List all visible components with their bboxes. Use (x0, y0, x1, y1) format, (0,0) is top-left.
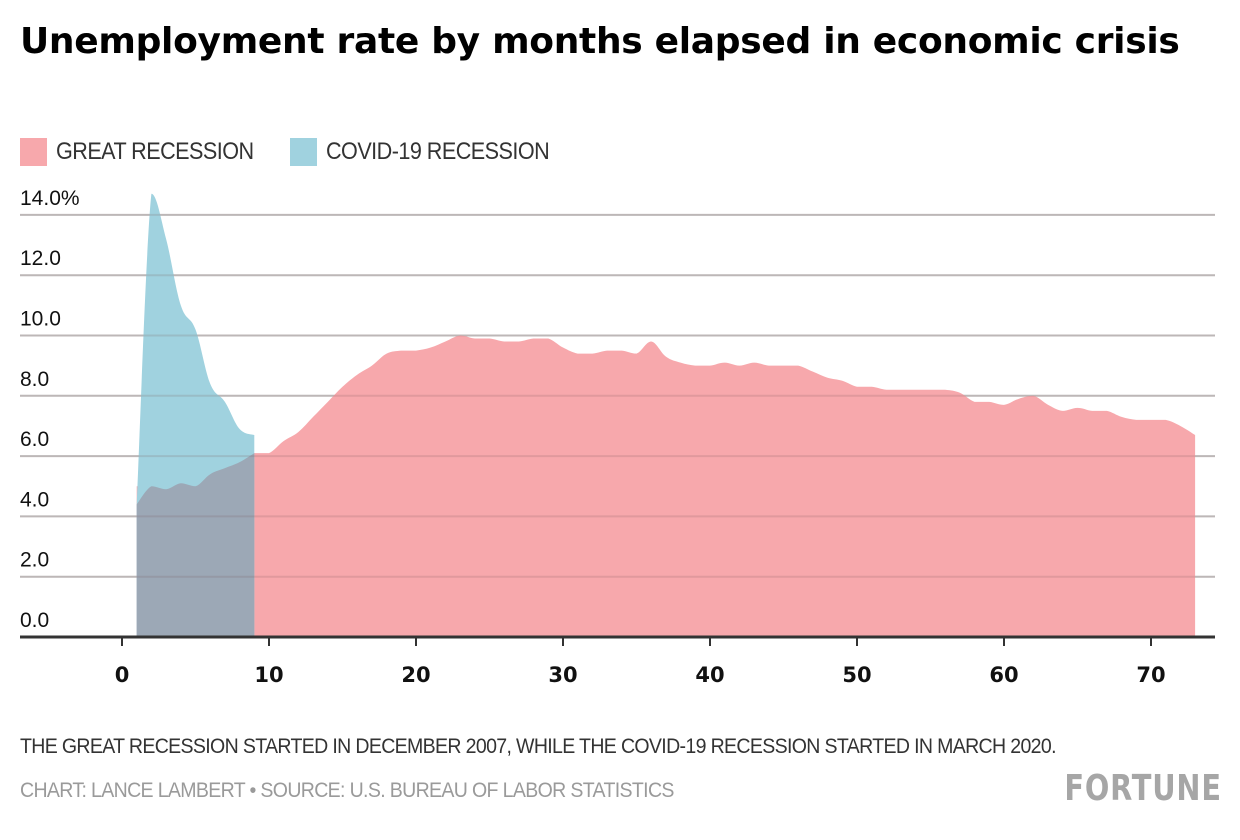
legend-swatch-covid-recession (289, 138, 317, 166)
x-tick-label: 60 (989, 663, 1018, 687)
x-tick-label: 70 (1136, 663, 1165, 687)
y-tick-label: 0.0 (20, 609, 49, 632)
x-tick-label: 40 (695, 663, 724, 687)
area-great-recession (136, 335, 1196, 637)
y-tick-label: 2.0 (20, 549, 49, 572)
chart-title: Unemployment rate by months elapsed in e… (20, 21, 1180, 62)
y-tick-label: 6.0 (20, 428, 49, 451)
y-tick-label: 4.0 (20, 488, 49, 511)
x-axis: 0 10 20 30 40 50 60 70 (20, 635, 1215, 687)
x-tick-label: 10 (254, 663, 283, 687)
legend-item-covid-recession: COVID-19 RECESSION (289, 138, 574, 166)
area-overlap (136, 453, 255, 637)
chart-plot: 0.0 2.0 4.0 6.0 8.0 10.0 12.0 14.0% 0 10 20 30 40 50… (20, 187, 1215, 687)
chart-credit: CHART: LANCE LAMBERT • SOURCE: U.S. BURE… (20, 779, 674, 802)
x-tick-label: 50 (842, 663, 871, 687)
legend-label-covid-recession: COVID-19 RECESSION (325, 138, 550, 165)
x-tick-label: 30 (548, 663, 577, 687)
x-tick-label: 0 (115, 663, 130, 687)
legend-swatch-great-recession (20, 138, 47, 166)
y-tick-label: 14.0% (20, 187, 80, 210)
x-tick-label: 20 (401, 663, 430, 687)
gridlines-overlay (20, 213, 1215, 578)
fortune-logo: FORTUNE (1064, 768, 1222, 809)
series-areas (136, 193, 1196, 638)
y-tick-label: 10.0 (20, 308, 61, 331)
chart-note: THE GREAT RECESSION STARTED IN DECEMBER … (20, 735, 1056, 758)
legend-item-great-recession: GREAT RECESSION (20, 138, 276, 166)
y-axis-ticks: 0.0 2.0 4.0 6.0 8.0 10.0 12.0 14.0% (20, 187, 80, 632)
legend: GREAT RECESSION COVID-19 RECESSION (20, 138, 587, 166)
legend-label-great-recession: GREAT RECESSION (56, 138, 254, 165)
y-tick-label: 12.0 (20, 247, 61, 270)
y-tick-label: 8.0 (20, 368, 49, 391)
